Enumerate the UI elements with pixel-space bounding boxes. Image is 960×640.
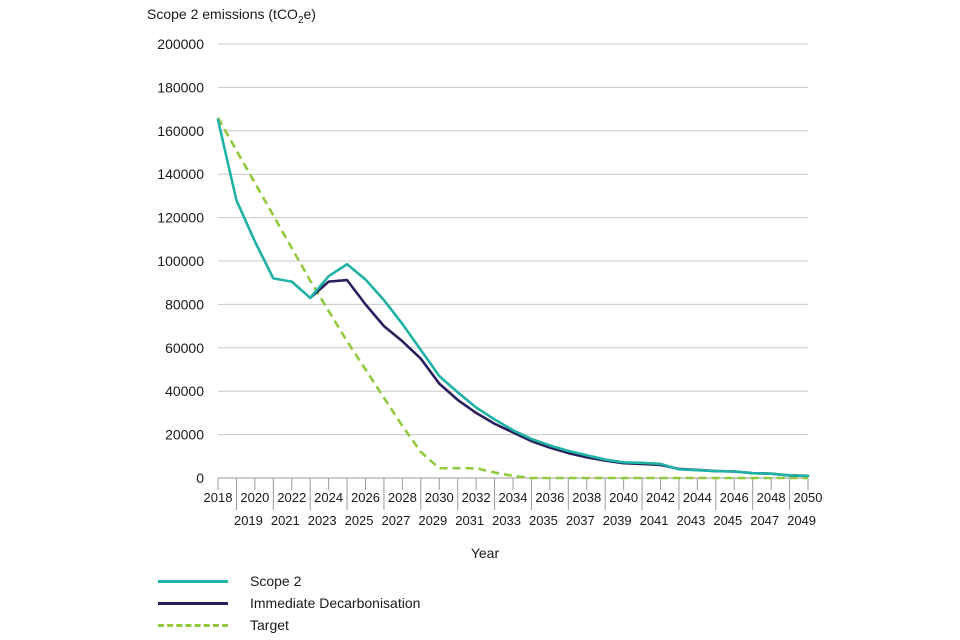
x-tick-label: 2035 xyxy=(529,513,558,528)
x-tick-label: 2019 xyxy=(234,513,263,528)
legend-item: Target xyxy=(158,614,420,636)
legend-swatch xyxy=(158,579,228,583)
legend-item: Immediate Decarbonisation xyxy=(158,592,420,614)
y-tick-label: 180000 xyxy=(157,79,204,95)
x-tick-label: 2024 xyxy=(314,490,343,505)
x-tick-label: 2044 xyxy=(683,490,712,505)
x-tick-label: 2045 xyxy=(713,513,742,528)
x-tick-label: 2025 xyxy=(345,513,374,528)
y-tick-label: 20000 xyxy=(165,427,204,443)
y-tick-label: 160000 xyxy=(157,123,204,139)
x-axis-title: Year xyxy=(471,545,500,561)
x-tick-label: 2043 xyxy=(676,513,705,528)
series-line-scope-2 xyxy=(216,118,810,478)
series-line-immediate-decarbonisation xyxy=(308,278,810,478)
x-tick-label: 2036 xyxy=(535,490,564,505)
x-tick-label: 2040 xyxy=(609,490,638,505)
x-tick-label: 2028 xyxy=(388,490,417,505)
x-tick-label: 2027 xyxy=(381,513,410,528)
x-tick-label: 2038 xyxy=(572,490,601,505)
x-tick-label: 2031 xyxy=(455,513,484,528)
x-tick-label: 2046 xyxy=(720,490,749,505)
x-tick-label: 2049 xyxy=(787,513,816,528)
x-tick-label: 2018 xyxy=(204,490,233,505)
y-tick-label: 0 xyxy=(196,470,204,486)
legend-label: Scope 2 xyxy=(250,573,302,589)
x-tick-label: 2048 xyxy=(757,490,786,505)
y-tick-label: 200000 xyxy=(157,36,204,52)
x-tick-label: 2050 xyxy=(794,490,823,505)
x-tick-label: 2023 xyxy=(308,513,337,528)
series-line-target xyxy=(216,117,808,480)
x-tick-label: 2021 xyxy=(271,513,300,528)
y-tick-label: 120000 xyxy=(157,210,204,226)
legend: Scope 2 Immediate Decarbonisation Target xyxy=(158,570,420,636)
legend-label: Target xyxy=(250,617,289,633)
legend-swatch xyxy=(158,623,228,627)
legend-item: Scope 2 xyxy=(158,570,420,592)
y-tick-label: 140000 xyxy=(157,166,204,182)
x-tick-label: 2030 xyxy=(425,490,454,505)
x-tick-label: 2033 xyxy=(492,513,521,528)
y-tick-label: 40000 xyxy=(165,383,204,399)
x-tick-label: 2037 xyxy=(566,513,595,528)
gridlines xyxy=(218,43,808,479)
legend-label: Immediate Decarbonisation xyxy=(250,595,421,611)
x-tick-label: 2034 xyxy=(499,490,528,505)
x-tick-label: 2022 xyxy=(277,490,306,505)
x-tick-label: 2032 xyxy=(462,490,491,505)
x-tick-label: 2041 xyxy=(640,513,669,528)
x-tick-label: 2047 xyxy=(750,513,779,528)
x-tick-label: 2020 xyxy=(240,490,269,505)
x-tick-label: 2042 xyxy=(646,490,675,505)
x-tick-label: 2026 xyxy=(351,490,380,505)
x-tick-label: 2029 xyxy=(418,513,447,528)
y-tick-labels: 0 20000 40000 60000 80000 100000 120000 140000 1… xyxy=(157,36,204,486)
y-tick-label: 60000 xyxy=(165,340,204,356)
x-tick-label: 2039 xyxy=(603,513,632,528)
y-tick-label: 80000 xyxy=(165,296,204,312)
legend-swatch xyxy=(158,601,228,605)
y-axis-title: Scope 2 emissions (tCO2e) xyxy=(147,6,316,26)
series-lines xyxy=(216,117,810,480)
y-tick-label: 100000 xyxy=(157,253,204,269)
